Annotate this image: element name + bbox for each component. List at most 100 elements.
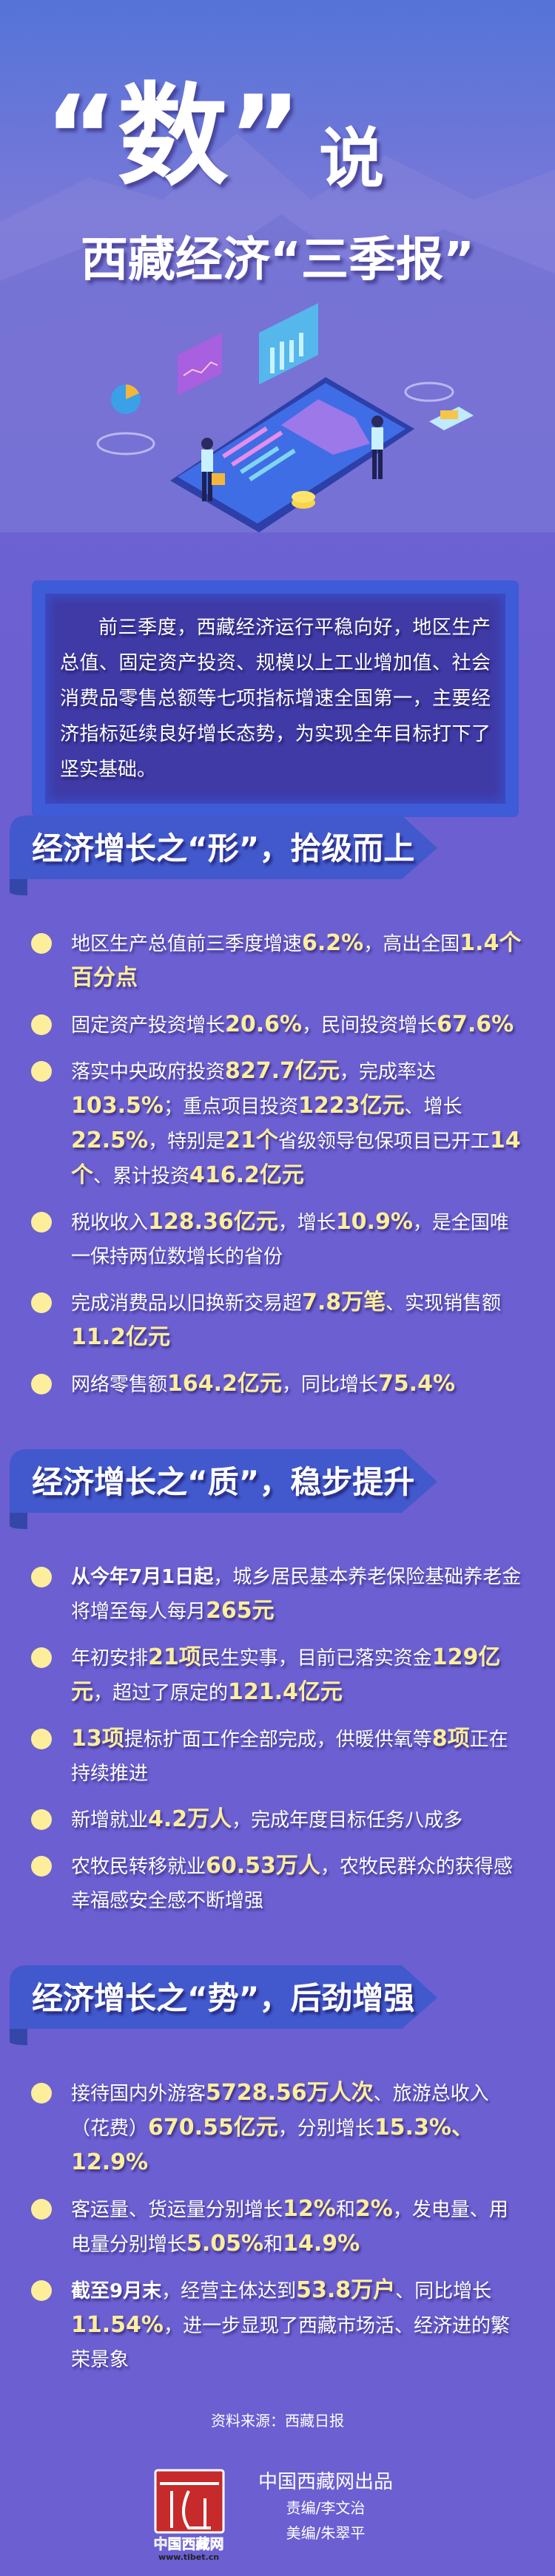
section-momentum: 经济增长之“势”，后劲增强 接待国内外游客5728.56万人次、旅游总收入（花费）… — [0, 1965, 555, 2377]
highlight-figure: 4.2万人 — [148, 1806, 232, 1832]
bullet-text-segment: ，特别是 — [148, 1131, 226, 1153]
bullet-text: 接待国内外游客5728.56万人次、旅游总收入（花费）670.55亿元，分别增长… — [31, 2076, 522, 2180]
svg-text:中国西藏网: 中国西藏网 — [153, 2535, 223, 2552]
bullet-dot-icon — [31, 1647, 52, 1668]
highlight-figure: 7.8万笔 — [302, 1289, 386, 1315]
bullet-text-segment: ；重点项目投资 — [163, 1096, 298, 1118]
coins-icon — [292, 491, 315, 509]
bullet-text-segment: ，民间投资增长 — [302, 1014, 437, 1037]
bullet-text-segment: 网络零售额 — [71, 1374, 168, 1396]
highlight-figure: 128.36亿元 — [148, 1209, 278, 1235]
gold-bars-icon — [429, 407, 474, 430]
bullet-text-segment: 新增就业 — [71, 1809, 149, 1831]
bullet-text-segment: ，进一步显现了西藏市场活、经济进的繁荣景象 — [71, 2315, 510, 2371]
bullet-text-segment: ，分别增长 — [278, 2118, 374, 2140]
bullet-dot-icon — [31, 1729, 52, 1749]
bullet-text-segment: 税收收入 — [71, 1212, 149, 1234]
highlight-figure: 5.05% — [186, 2231, 264, 2257]
bullet-text-segment: 、累计投资 — [93, 1165, 190, 1187]
highlight-figure: 53.8万户 — [296, 2277, 396, 2303]
highlight-figure: 8项 — [431, 1726, 470, 1752]
bullet-text-segment: ，高出全国 — [363, 933, 460, 955]
highlight-figure: 20.6% — [225, 1011, 303, 1037]
designer: 美编/朱翠平 — [286, 2524, 366, 2542]
bullet-text-segment: ，城乡居民基本养老保险基础养老金将增至每人每月 — [71, 1566, 522, 1623]
bullet-text-segment: ，增长 — [278, 1212, 336, 1234]
credits: 中国西藏网出品 责编/李文治 美编/朱翠平 — [244, 2469, 407, 2546]
bullet-text-segment: 正在持续推进 — [71, 1729, 508, 1785]
editor: 责编/李文治 — [286, 2499, 366, 2517]
bullet-text-segment: 地区生产总值前三季度增速 — [71, 933, 303, 955]
bullet-dot-icon — [31, 1061, 52, 1082]
content: 经济增长之“形”，拾级而上地区生产总值前三季度增速6.2%，高出全国1.4个百分… — [0, 816, 555, 2562]
highlight-figure: 15.3%、12.9% — [71, 2115, 474, 2175]
title-say: 说 — [319, 121, 385, 197]
section-banner: 经济增长之“质”，稳步提升 — [10, 1449, 439, 1529]
bullet-text-segment: ，是全国唯一保持两位数增长的省份 — [71, 1212, 509, 1268]
highlight-figure: 827.7亿元 — [225, 1058, 340, 1084]
highlight-figure: 5728.56万人次 — [206, 2080, 374, 2106]
bullet-list: 地区生产总值前三季度增速6.2%，高出全国1.4个百分点固定资产投资增长20.6… — [0, 895, 555, 1402]
smartphone-icon — [170, 377, 414, 532]
bullet-text: 落实中央政府投资827.7亿元，完成率达 103.5%；重点项目投资1223亿元、… — [31, 1054, 522, 1193]
bullet-text: 13项提标扩面工作全部完成，供暖供氧等8项正在持续推进 — [31, 1722, 522, 1791]
bullet-dot-icon — [31, 1212, 52, 1233]
bullet-text: 新增就业4.2万人，完成年度目标任务八成多 — [31, 1803, 522, 1837]
bullet-item: 年初安排21项民生实事，目前已落实资金129亿元，超过了原定的121.4亿元 — [31, 1641, 527, 1710]
bullet-dot-icon — [31, 2083, 52, 2104]
bullet-item: 地区生产总值前三季度增速6.2%，高出全国1.4个百分点 — [31, 926, 527, 996]
title-main: “数” — [44, 72, 302, 201]
bullet-list: 从今年7月1日起，城乡居民基本养老保险基础养老金将增至每人每月265元 年初安排2… — [0, 1529, 555, 1918]
bullet-dot-icon — [31, 1856, 52, 1877]
bullet-text-segment: 从今年7月1日起 — [71, 1566, 214, 1588]
bullet-text-segment: 客运量、货运量分别增长 — [71, 2199, 283, 2221]
footer: 中国西藏网 www.tibet.cn 中国西藏网出品 责编/李文治 美编/朱翠平 — [0, 2469, 555, 2562]
highlight-figure: 103.5% — [71, 1093, 164, 1119]
highlight-figure: 416.2亿元 — [189, 1162, 304, 1188]
bullet-text-segment: ，同比增长 — [281, 1374, 378, 1396]
highlight-figure: 60.53万人 — [206, 1853, 320, 1879]
highlight-figure: 2% — [354, 2196, 393, 2222]
bullet-item: 从今年7月1日起，城乡居民基本养老保险基础养老金将增至每人每月265元 — [31, 1560, 527, 1629]
highlight-figure: 121.4亿元 — [228, 1679, 343, 1705]
bullet-text: 截至9月末，经营主体达到53.8万户、同比增长 11.54%，进一步显现了西藏市场… — [31, 2274, 522, 2377]
bullet-text-segment: 截至9月末 — [71, 2280, 162, 2302]
svg-text:www.tibet.cn: www.tibet.cn — [158, 2552, 219, 2562]
intro-text: 前三季度，西藏经济运行平稳向好，地区生产总值、固定资产投资、规模以上工业增加值、… — [60, 617, 491, 781]
bullet-text-segment: 农牧民转移就业 — [71, 1856, 206, 1878]
highlight-figure: 11.54% — [71, 2312, 164, 2338]
bullet-text: 农牧民转移就业60.53万人，农牧民群众的获得感幸福感安全感不断增强 — [31, 1849, 522, 1918]
highlight-figure: 21个 — [225, 1128, 278, 1153]
bullet-dot-icon — [31, 1809, 52, 1830]
bullet-dot-icon — [31, 2280, 52, 2301]
highlight-figure: 6.2% — [302, 930, 364, 956]
bullet-text-segment: 省级领导包保项目已开工 — [278, 1131, 490, 1153]
bullet-text-segment: 和 — [263, 2234, 283, 2256]
data-illustration — [96, 303, 474, 532]
bullet-text-segment: ，完成率达 — [339, 1061, 436, 1083]
bullet-text: 网络零售额164.2亿元，同比增长75.4% — [31, 1367, 522, 1402]
bullet-text-segment: 和 — [335, 2199, 355, 2221]
section-title: 经济增长之“形”，拾级而上 — [32, 830, 415, 867]
bullet-text-segment: 、增长 — [404, 1096, 462, 1118]
page-subtitle: 西藏经济“三季报” — [80, 233, 475, 288]
highlight-figure: 14.9% — [283, 2231, 360, 2257]
bullet-dot-icon — [31, 2199, 52, 2220]
bullet-item: 固定资产投资增长20.6%，民间投资增长67.6% — [31, 1008, 527, 1043]
person-icon — [201, 438, 225, 501]
bullet-text-segment: 落实中央政府投资 — [71, 1061, 226, 1083]
highlight-figure: 164.2亿元 — [167, 1371, 282, 1397]
highlight-figure: 75.4% — [377, 1371, 456, 1397]
highlight-figure: 21项 — [148, 1644, 201, 1670]
bullet-text-segment: 完成消费品以旧换新交易超 — [71, 1292, 303, 1315]
publisher: 中国西藏网出品 — [258, 2471, 393, 2493]
bullet-dot-icon — [31, 1374, 52, 1394]
pie-chart-icon — [111, 384, 141, 414]
bullet-text-segment: 固定资产投资增长 — [71, 1014, 226, 1037]
bullet-item: 税收收入128.36亿元，增长10.9%，是全国唯一保持两位数增长的省份 — [31, 1205, 527, 1274]
bullet-text: 税收收入128.36亿元，增长10.9%，是全国唯一保持两位数增长的省份 — [31, 1205, 522, 1274]
bullet-dot-icon — [31, 1292, 52, 1313]
bullet-text: 完成消费品以旧换新交易超7.8万笔、实现销售额 11.2亿元 — [31, 1286, 522, 1355]
bullet-item: 网络零售额164.2亿元，同比增长75.4% — [31, 1367, 527, 1402]
section-title: 经济增长之“质”，稳步提升 — [32, 1464, 415, 1500]
